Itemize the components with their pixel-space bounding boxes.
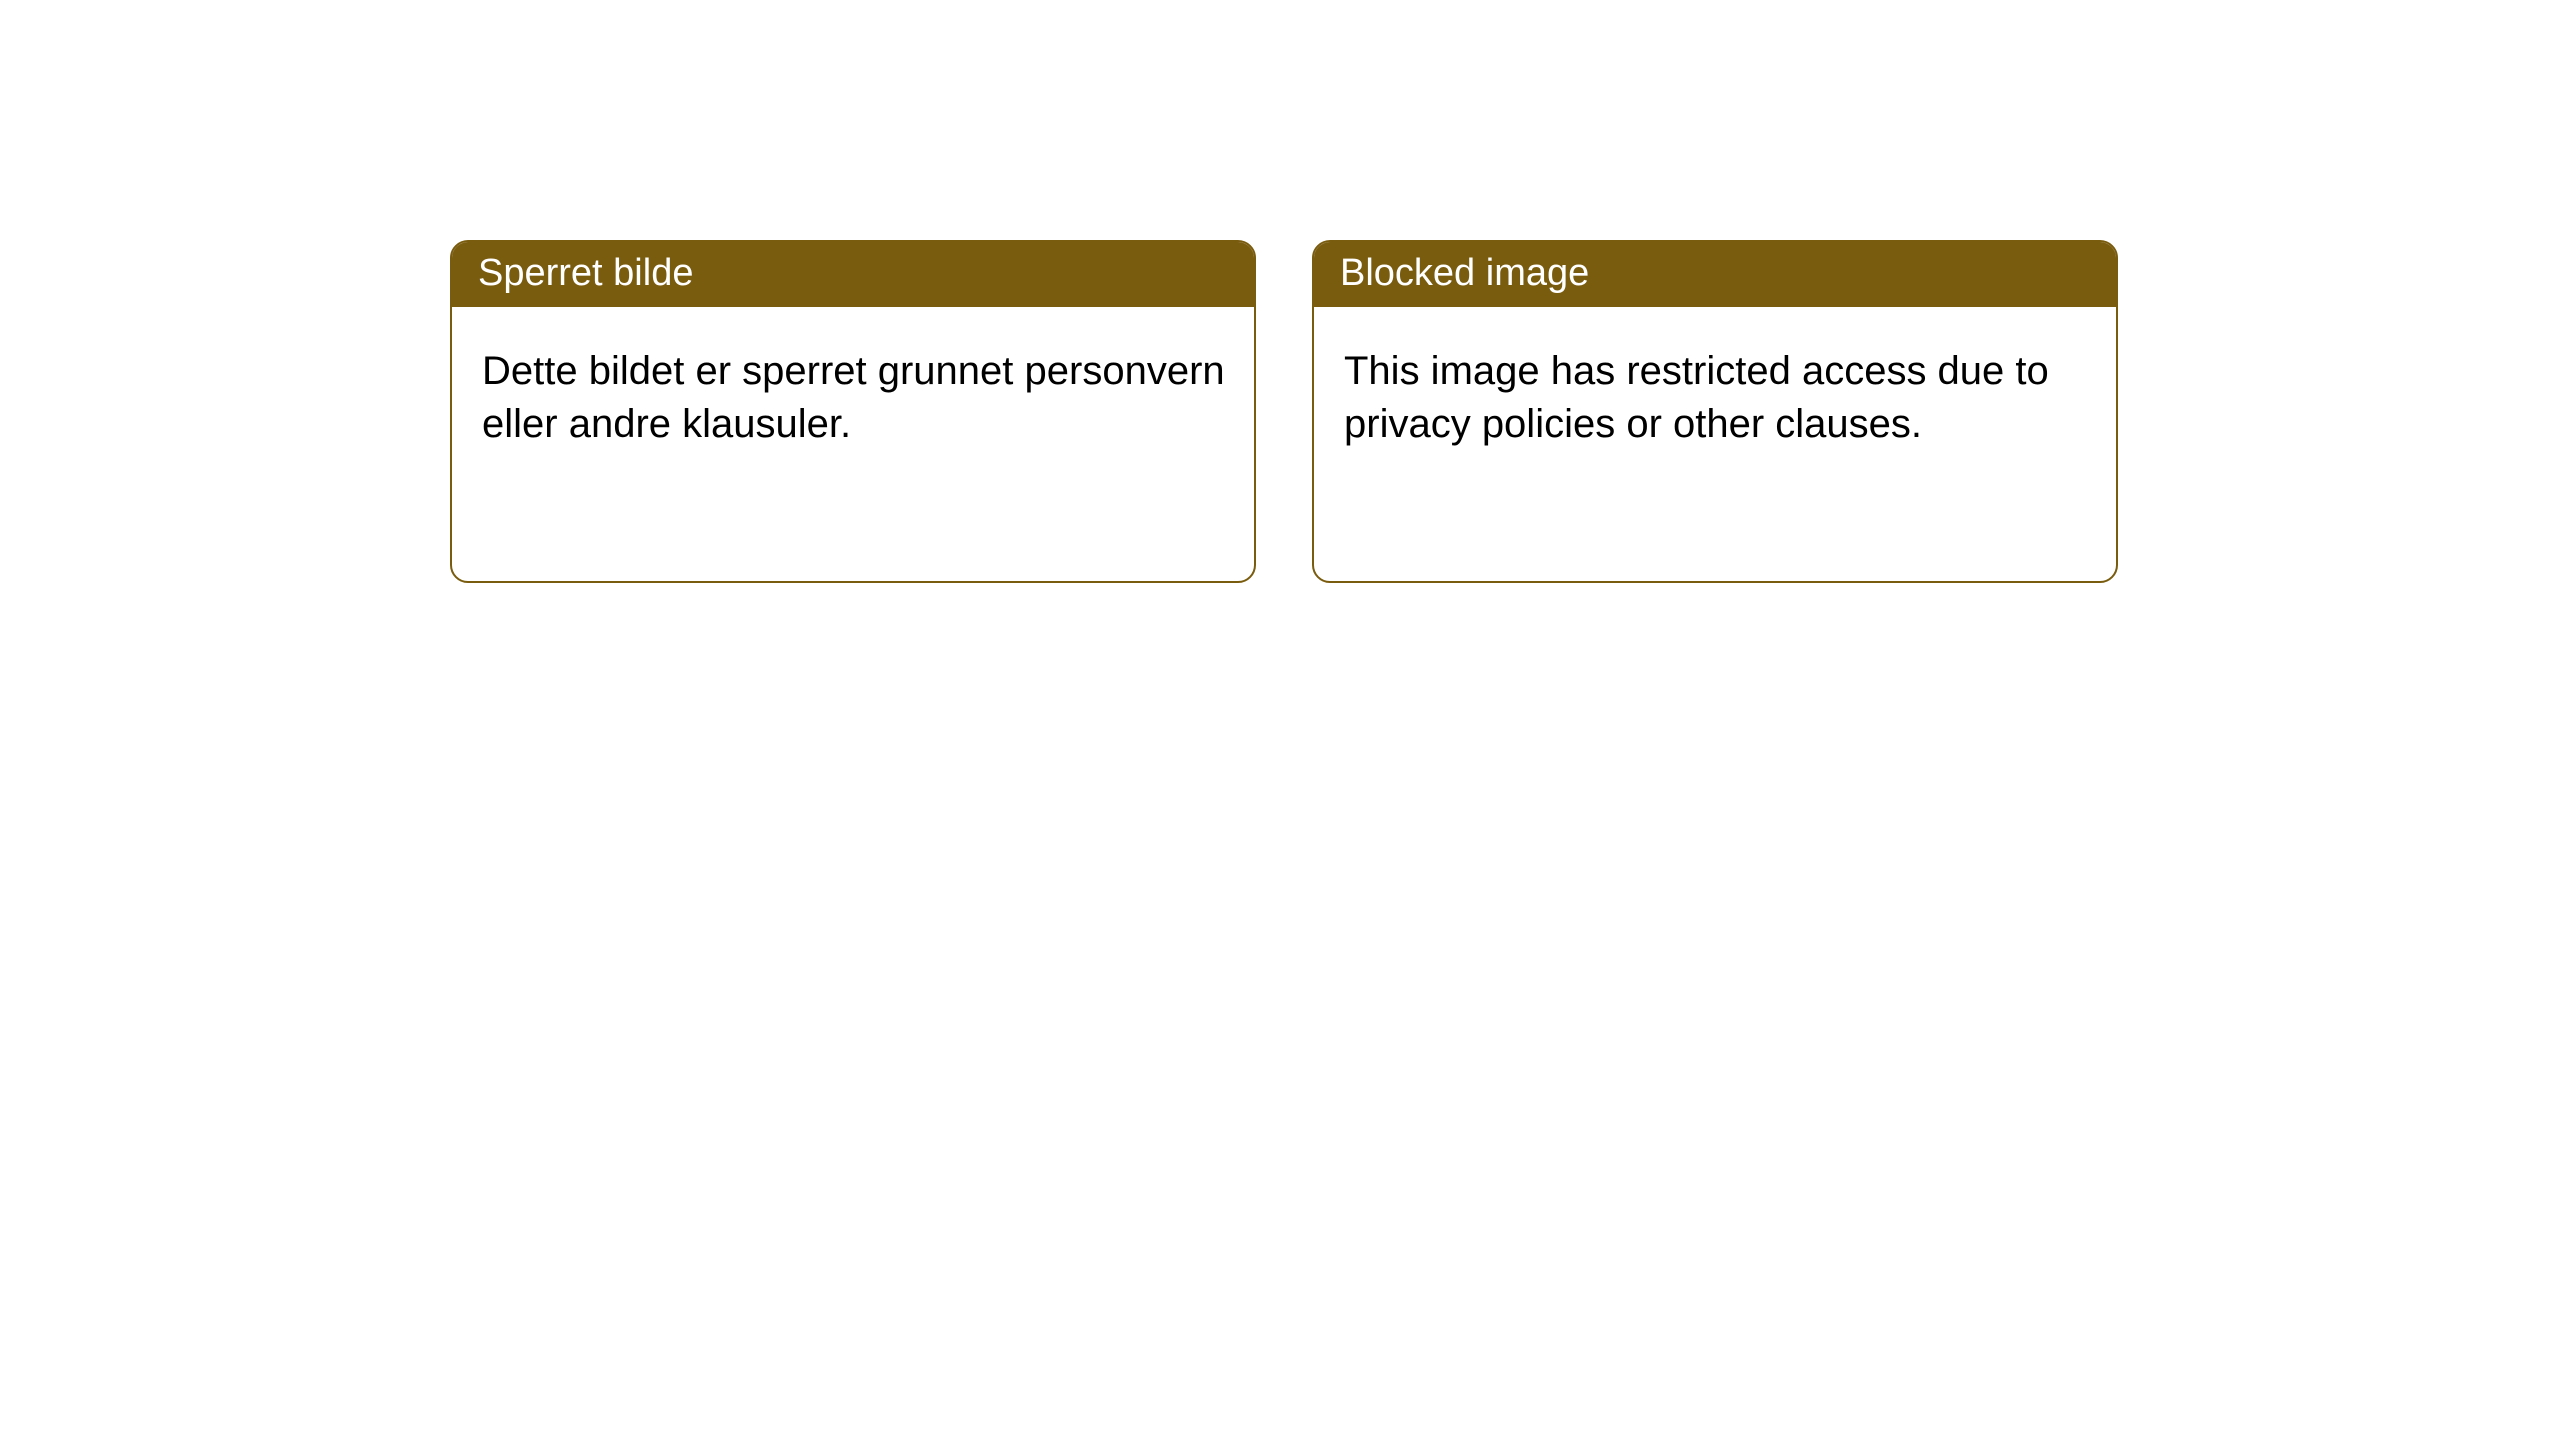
notice-body: This image has restricted access due to … xyxy=(1314,307,2116,581)
notice-message: This image has restricted access due to … xyxy=(1344,345,2088,451)
notice-card-norwegian: Sperret bilde Dette bildet er sperret gr… xyxy=(450,240,1256,583)
notice-container: Sperret bilde Dette bildet er sperret gr… xyxy=(0,0,2560,583)
notice-header: Blocked image xyxy=(1314,242,2116,307)
notice-message: Dette bildet er sperret grunnet personve… xyxy=(482,345,1226,451)
notice-body: Dette bildet er sperret grunnet personve… xyxy=(452,307,1254,581)
notice-header: Sperret bilde xyxy=(452,242,1254,307)
notice-card-english: Blocked image This image has restricted … xyxy=(1312,240,2118,583)
notice-title: Blocked image xyxy=(1340,252,1589,294)
notice-title: Sperret bilde xyxy=(478,252,693,294)
